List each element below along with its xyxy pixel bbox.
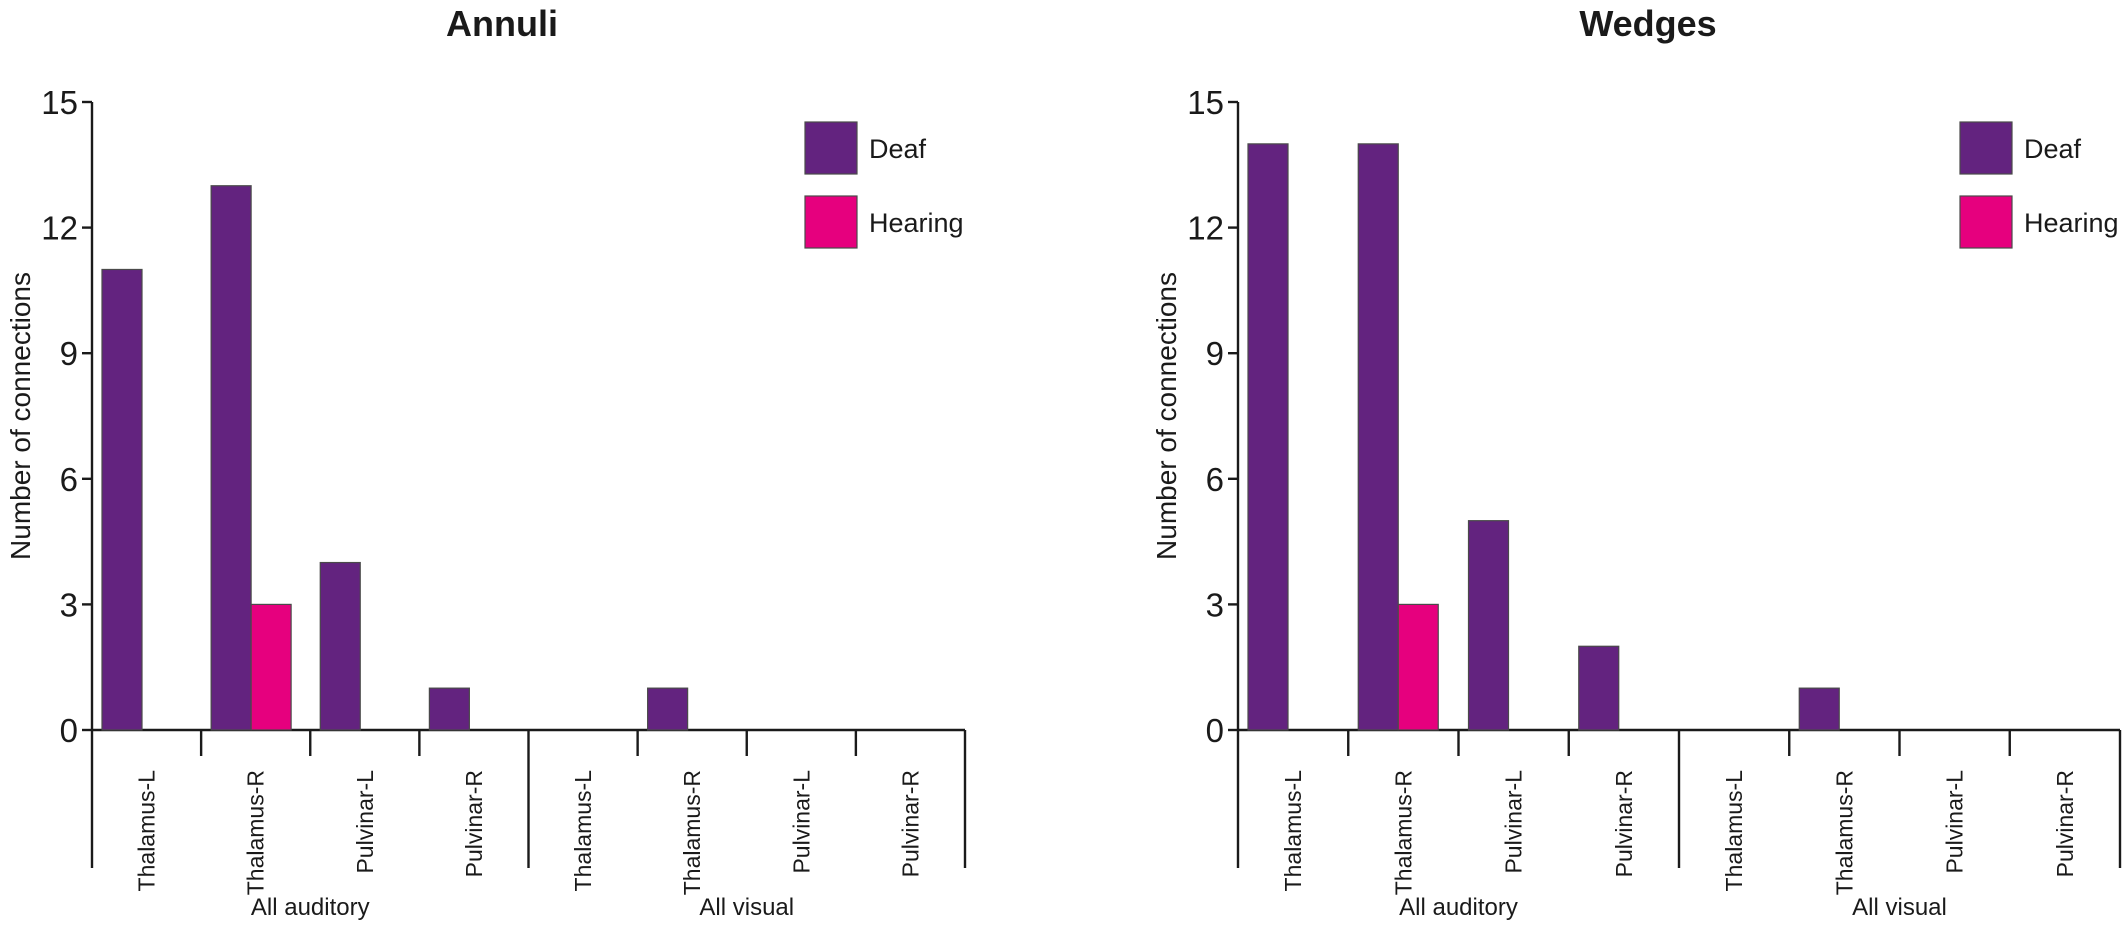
y-tick-label: 12 xyxy=(41,210,78,247)
bar-deaf xyxy=(210,185,252,731)
group-label: All visual xyxy=(699,894,794,921)
bar-deaf xyxy=(319,561,361,731)
legend-label-deaf: Deaf xyxy=(2024,134,2082,164)
x-tick-label: Pulvinar-L xyxy=(352,770,378,874)
y-tick-label: 0 xyxy=(1206,712,1224,749)
x-tick-label: Pulvinar-R xyxy=(461,770,487,877)
y-tick-label: 9 xyxy=(60,335,78,372)
x-tick-label: Thalamus-L xyxy=(1280,770,1306,892)
chart-title: Wedges xyxy=(1579,3,1716,44)
x-tick-label: Thalamus-L xyxy=(1721,770,1747,892)
x-tick-label: Thalamus-R xyxy=(1390,770,1416,895)
x-tick-label: Thalamus-R xyxy=(679,770,705,895)
legend-label-deaf: Deaf xyxy=(869,134,927,164)
group-label: All auditory xyxy=(251,894,370,921)
bar-deaf xyxy=(1467,520,1510,731)
x-tick-label: Pulvinar-R xyxy=(897,770,923,877)
y-tick-label: 15 xyxy=(41,84,78,121)
bar-deaf xyxy=(1247,143,1289,731)
y-tick-label: 12 xyxy=(1187,210,1224,247)
group-label: All auditory xyxy=(1399,894,1518,921)
bar-deaf xyxy=(101,268,143,731)
x-tick-label: Thalamus-L xyxy=(570,770,596,892)
legend-swatch-deaf xyxy=(804,121,858,175)
bar-deaf xyxy=(1798,687,1840,731)
y-tick-label: 3 xyxy=(60,586,78,623)
y-axis-label: Number of connections xyxy=(5,272,36,560)
legend-label-hearing: Hearing xyxy=(869,208,964,238)
x-tick-label: Pulvinar-R xyxy=(1611,770,1637,877)
x-tick-label: Thalamus-R xyxy=(1831,770,1857,895)
bar-hearing xyxy=(250,603,292,731)
x-tick-label: Thalamus-L xyxy=(134,770,160,892)
y-tick-label: 6 xyxy=(1206,461,1224,498)
x-tick-label: Pulvinar-L xyxy=(1942,770,1968,874)
y-axis-label: Number of connections xyxy=(1151,272,1182,560)
x-tick-label: Pulvinar-L xyxy=(788,770,814,874)
bar-deaf xyxy=(1578,645,1620,731)
y-tick-label: 3 xyxy=(1206,586,1224,623)
legend-swatch-hearing xyxy=(804,195,858,249)
legend-label-hearing: Hearing xyxy=(2024,208,2119,238)
chart-panel-annuli: Annuli 0 3 6 9 12 15 Number of connections Thala… xyxy=(5,3,967,921)
x-tick-label: Pulvinar-L xyxy=(1501,770,1527,874)
bar-deaf xyxy=(1357,143,1399,731)
group-label: All visual xyxy=(1852,894,1947,921)
y-tick-label: 0 xyxy=(60,712,78,749)
bar-deaf xyxy=(647,687,689,731)
y-tick-label: 9 xyxy=(1206,335,1224,372)
x-tick-label: Thalamus-R xyxy=(243,770,269,895)
chart-title: Annuli xyxy=(446,3,558,44)
x-tick-label: Pulvinar-R xyxy=(2052,770,2078,877)
y-tick-label: 15 xyxy=(1187,84,1224,121)
legend-swatch-hearing xyxy=(1959,195,2013,249)
chart-panel-wedges: Wedges 0 3 6 9 12 15 Number of connections Thala… xyxy=(1151,3,2122,921)
y-tick-label: 6 xyxy=(60,461,78,498)
bar-hearing xyxy=(1397,603,1439,731)
bar-deaf xyxy=(428,687,470,731)
legend-swatch-deaf xyxy=(1959,121,2013,175)
